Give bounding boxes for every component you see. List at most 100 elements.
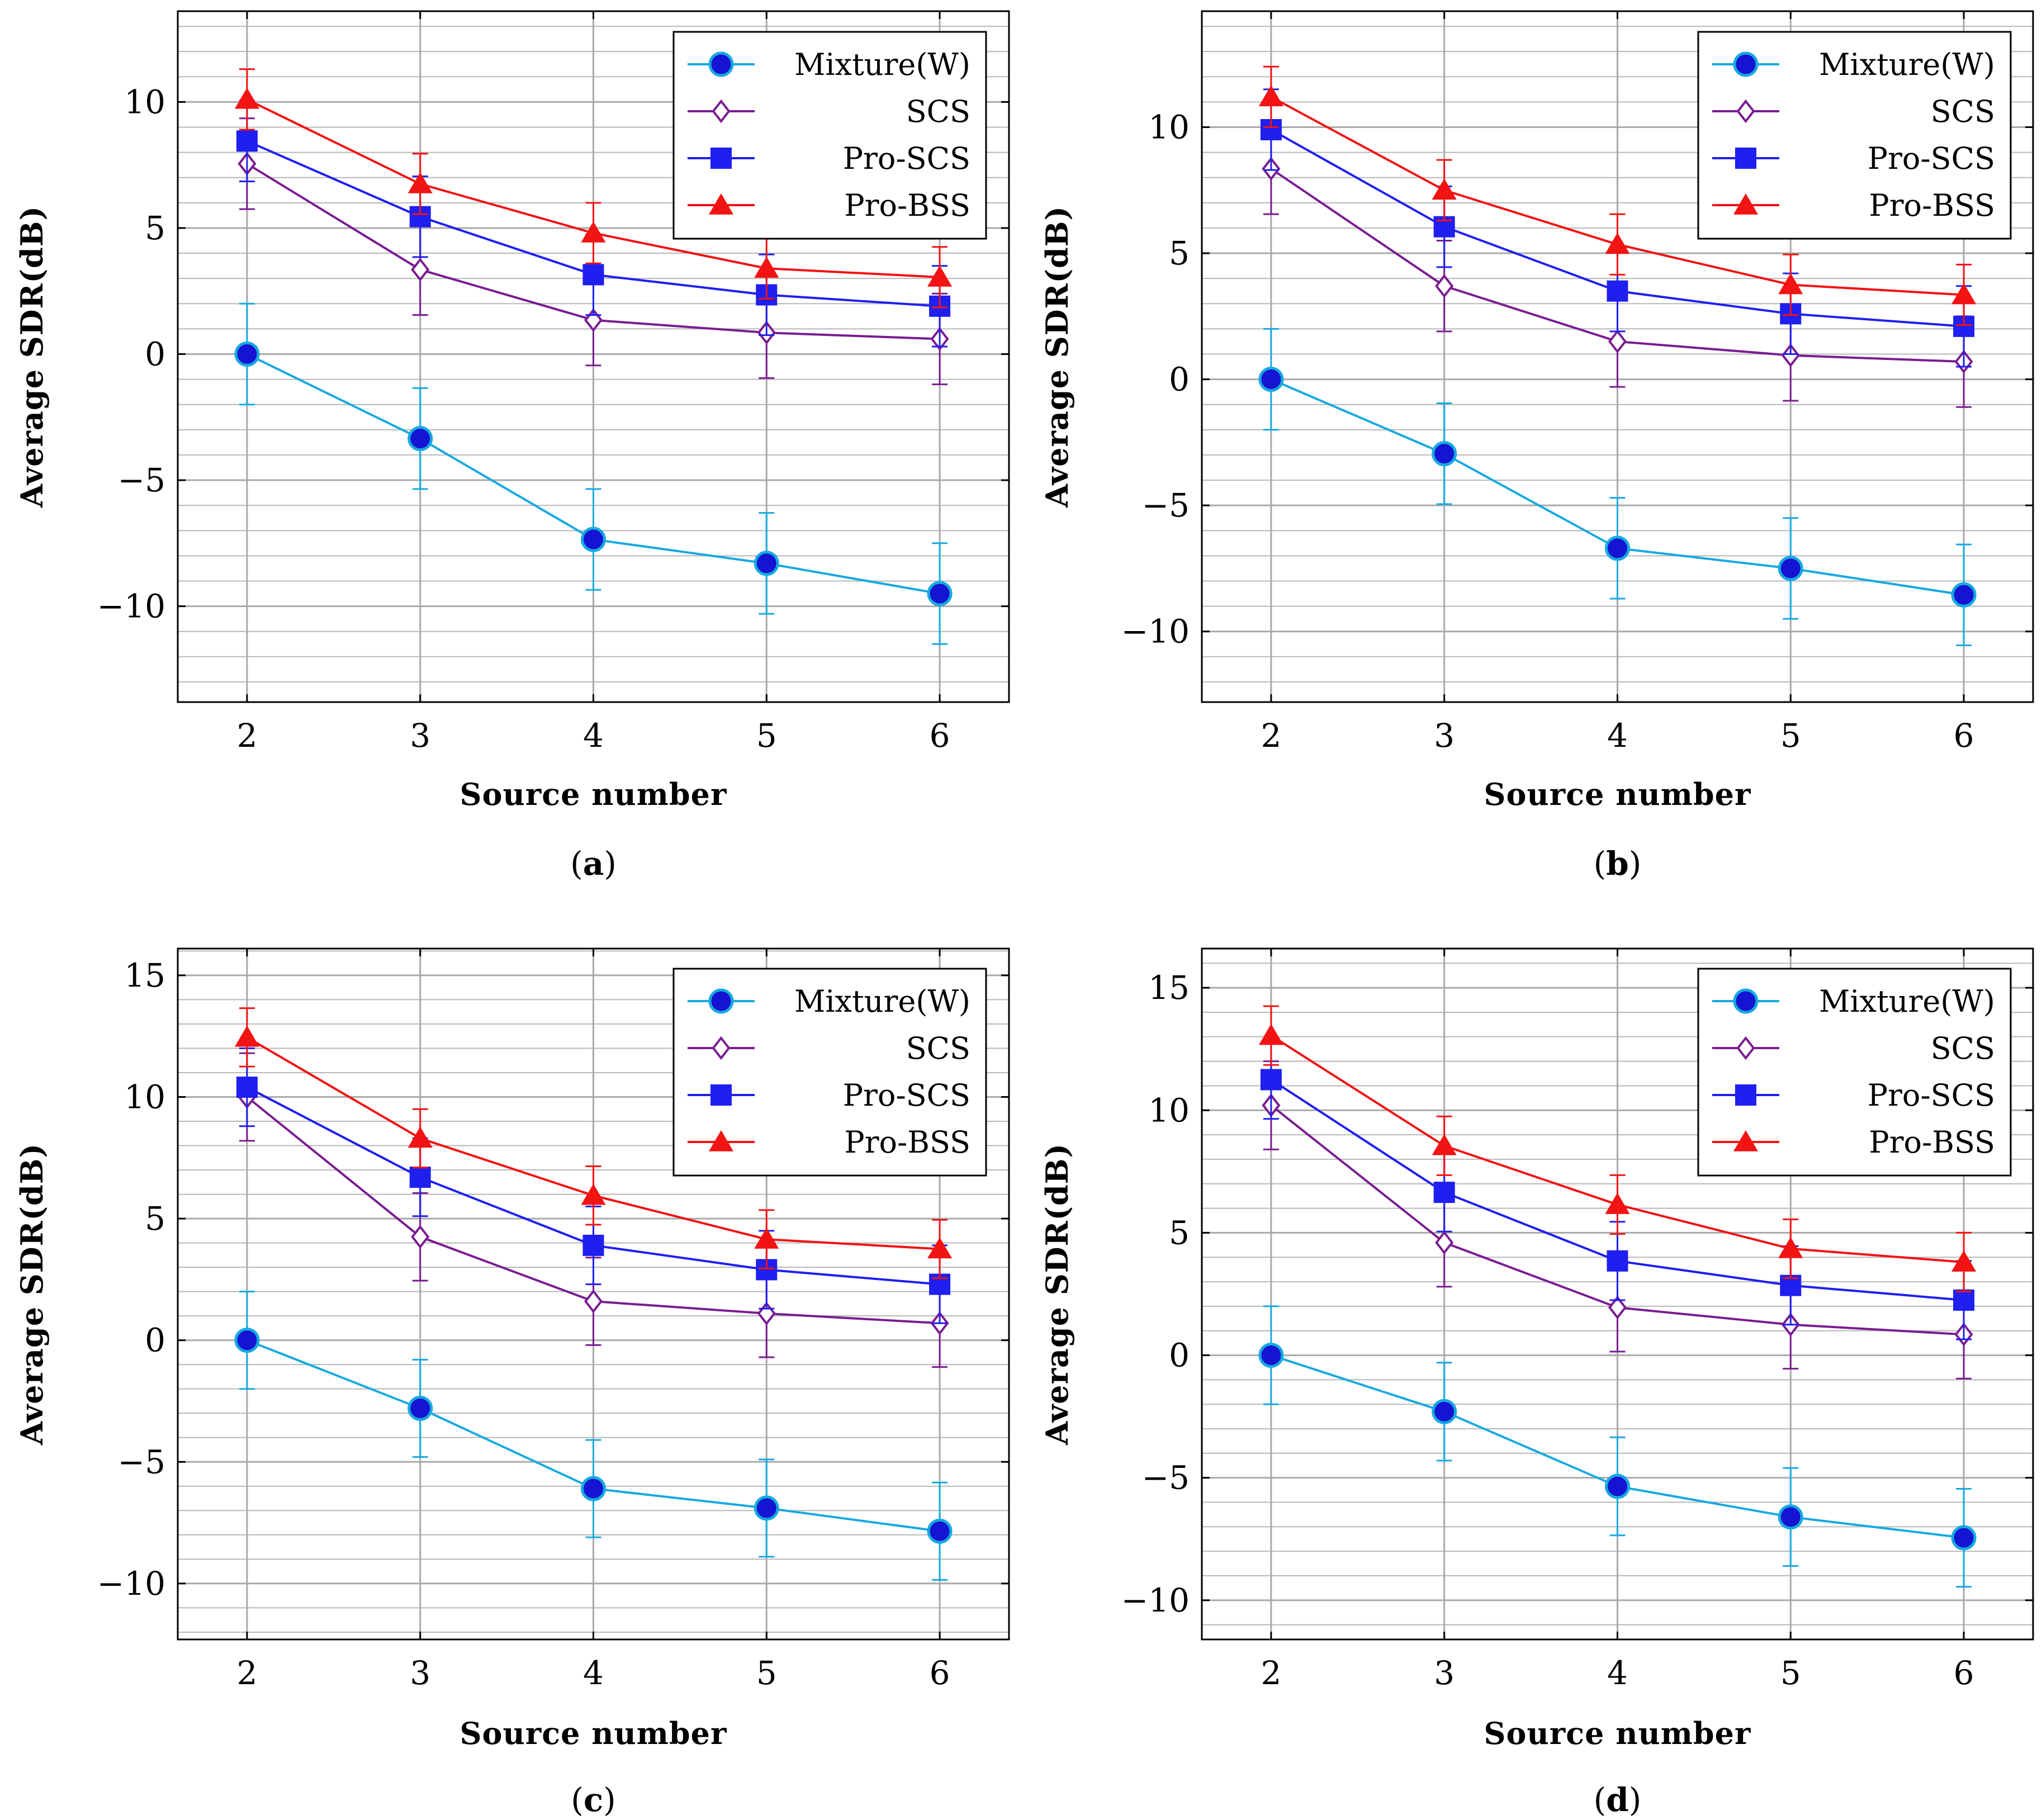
data-point [1258, 1343, 1284, 1368]
x-tick-label: 3 [410, 1654, 430, 1692]
data-point [1778, 1504, 1803, 1530]
data-point [1432, 441, 1457, 467]
legend: Mixture(W) SCS Pro-SCS Pro-BSS [1697, 31, 2012, 240]
x-tick-label: 2 [236, 1654, 257, 1692]
legend-label: Mixture(W) [794, 984, 970, 1019]
plot-frame [1201, 947, 2034, 1641]
legend-item-pro-bss: Pro-BSS [1712, 1125, 1995, 1160]
data-point [927, 1237, 953, 1259]
y-tick-label: −5 [1142, 486, 1190, 524]
x-tick-label: 4 [1607, 1654, 1628, 1692]
data-point [1778, 1236, 1803, 1258]
chart-panel-c: 2 3 4 5 6 −10 −5 0 5 10 15 Source number Average … [14, 947, 1010, 1819]
legend-label: Mixture(W) [1819, 47, 1995, 82]
chart-panel-b: 2 3 4 5 6 −10 −5 0 5 10 Source number Average SD… [1039, 10, 2034, 883]
series-mixture-w [234, 1291, 953, 1581]
x-tick-label: 5 [756, 1654, 777, 1692]
series-mixture-w [234, 302, 953, 645]
y-tick-label: −5 [118, 1443, 166, 1481]
y-tick-label: 15 [1148, 969, 1190, 1007]
data-point [1605, 1473, 1630, 1499]
legend: Mixture(W) SCS Pro-SCS Pro-BSS [672, 31, 987, 240]
legend-label: Pro-SCS [843, 141, 970, 176]
series-pro-bss [1258, 65, 1977, 326]
data-point [581, 527, 606, 552]
data-point [1951, 283, 1977, 305]
data-point [1260, 1069, 1282, 1091]
data-point [1433, 1182, 1455, 1203]
data-point [408, 426, 433, 452]
data-point [1778, 556, 1803, 581]
data-point [1607, 1250, 1628, 1272]
panel-caption: (d) [1594, 1781, 1642, 1819]
plot-frame [177, 10, 1010, 703]
legend-marker [1736, 1036, 1755, 1060]
legend-label: Mixture(W) [794, 47, 970, 82]
data-point [1608, 1295, 1627, 1320]
data-point [1607, 280, 1628, 302]
y-axis-label: Average SDR(dB) [14, 1143, 50, 1445]
data-point [584, 1289, 603, 1314]
data-point [1608, 329, 1627, 354]
legend: Mixture(W) SCS Pro-SCS Pro-BSS [672, 968, 987, 1177]
x-tick-label: 3 [410, 717, 430, 755]
data-point [1432, 1399, 1457, 1424]
data-point [411, 1225, 430, 1249]
series-pro-scs [1260, 88, 1975, 368]
legend-label: SCS [1931, 1031, 1995, 1066]
data-point [1432, 178, 1457, 200]
panel-caption-letter: b [1606, 845, 1629, 883]
legend-label: SCS [906, 1031, 970, 1066]
data-point [234, 341, 260, 367]
x-axis-label: Source number [460, 1715, 727, 1751]
legend-item-mixture-w: Mixture(W) [1712, 47, 1995, 82]
y-tick-label: 0 [145, 1321, 165, 1359]
data-point [1953, 1289, 1975, 1311]
data-point [234, 87, 259, 109]
series-pro-bss [1258, 1005, 1977, 1293]
legend-item-pro-scs: Pro-SCS [1712, 141, 1995, 176]
panel-caption: (b) [1594, 845, 1642, 883]
legend-label: Pro-BSS [1869, 188, 1995, 223]
series-pro-scs [1260, 1039, 1975, 1340]
data-point [1951, 1250, 1977, 1272]
data-point [408, 1396, 433, 1421]
y-axis-label: Average SDR(dB) [1039, 206, 1075, 508]
data-point [927, 581, 953, 606]
data-point [1258, 367, 1284, 392]
data-point [927, 265, 953, 287]
legend-marker [1733, 1130, 1759, 1151]
y-tick-label: 5 [1169, 1214, 1190, 1252]
legend-label: SCS [1931, 94, 1995, 129]
legend-item-scs: SCS [688, 1031, 970, 1066]
legend-item-pro-scs: Pro-SCS [688, 141, 970, 176]
y-tick-label: 10 [1148, 1091, 1190, 1129]
y-tick-label: 0 [145, 335, 165, 373]
y-tick-label: −10 [97, 1565, 165, 1603]
plot-frame [177, 947, 1010, 1641]
series-mixture-w [1258, 328, 1977, 647]
x-tick-label: 5 [756, 717, 777, 755]
data-point [1778, 273, 1803, 295]
y-tick-label: 0 [1169, 361, 1190, 399]
data-point [1258, 1023, 1283, 1045]
plot-frame [1201, 10, 2034, 703]
legend-item-pro-bss: Pro-BSS [1712, 188, 1995, 223]
data-point [581, 221, 606, 243]
data-point [1435, 274, 1454, 298]
legend-item-mixture-w: Mixture(W) [688, 984, 970, 1019]
legend-marker [710, 148, 732, 169]
data-point [409, 1167, 431, 1188]
legend-marker [1733, 51, 1759, 77]
data-point [582, 1234, 604, 1256]
legend-marker [710, 1084, 732, 1106]
x-tick-label: 6 [1954, 717, 1974, 755]
x-axis-label: Source number [460, 776, 727, 812]
x-tick-label: 2 [1261, 717, 1281, 755]
legend-marker [708, 51, 734, 77]
legend-marker [708, 1130, 734, 1151]
y-tick-label: 10 [1148, 108, 1190, 146]
legend-item-pro-scs: Pro-SCS [688, 1078, 970, 1113]
legend-marker [708, 193, 734, 215]
